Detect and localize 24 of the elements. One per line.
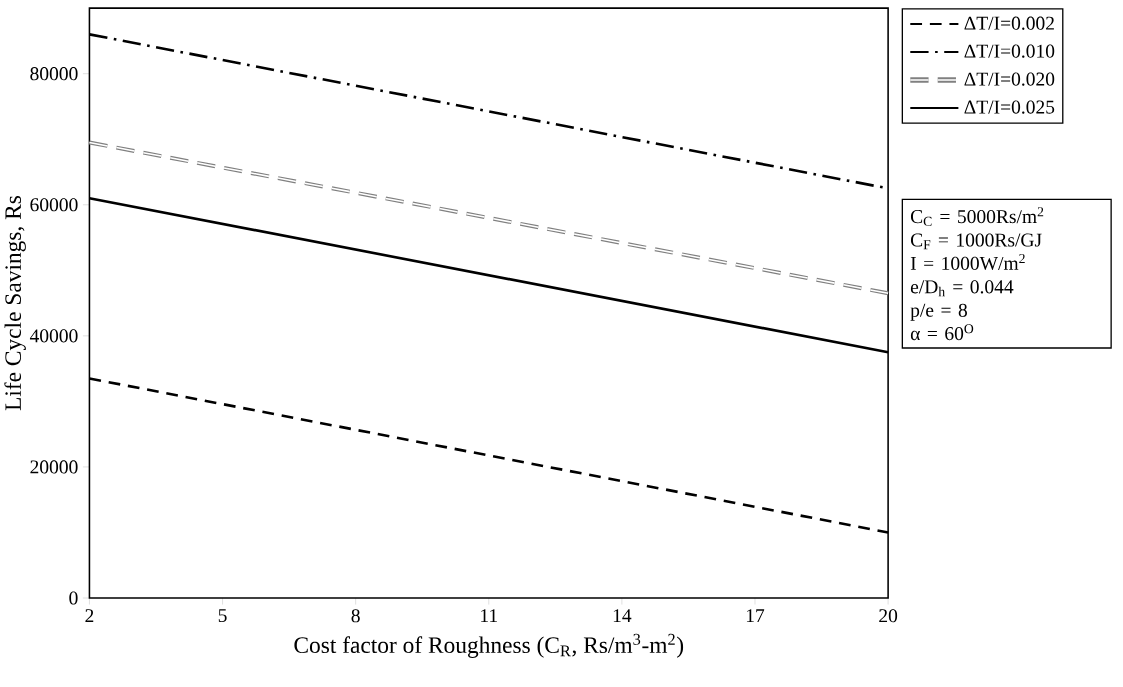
x-tick-label: 5 — [218, 609, 227, 623]
text: e/D$_{h}$ = 0.044 — [910, 280, 1014, 297]
text: p/e = 8 — [910, 303, 967, 321]
x-tick-label: 2 — [85, 609, 94, 623]
text: I = 1000W/m$^{2}$ — [910, 253, 1025, 271]
y-tick-label: 60000 — [30, 198, 78, 212]
y-tick-label: 80000 — [30, 67, 78, 81]
x-tick-label: 14 — [613, 609, 632, 622]
x-tick-label: 8 — [351, 609, 360, 623]
y-tick-label: 0 — [69, 591, 78, 605]
legend-label: ΔT/I=0.002 — [964, 16, 1054, 30]
text: α = 60$^{O}$ — [910, 324, 974, 341]
x-tick-label: 17 — [746, 609, 765, 622]
legend-label: ΔT/I=0.010 — [964, 44, 1055, 58]
y-tick-label: 20000 — [30, 460, 78, 474]
y-axis-title: Life Cycle Savings, Rs — [4, 195, 26, 411]
text: C$_{F}$ = 1000Rs/GJ — [910, 233, 1042, 250]
legend-label: ΔT/I=0.025 — [964, 100, 1055, 114]
legend-label: ΔT/I=0.020 — [964, 72, 1055, 86]
x-tick-label: 20 — [879, 609, 898, 623]
y-tick-label: 40000 — [29, 329, 78, 343]
text: C$_{C}$ = 5000Rs/m$^{2}$ — [910, 207, 1044, 226]
x-tick-label: 11 — [481, 609, 497, 622]
x-axis-title: Cost factor of Roughness (C$_{R}$, Rs/m$^{3}$-m$^{2}$) — [294, 633, 684, 658]
